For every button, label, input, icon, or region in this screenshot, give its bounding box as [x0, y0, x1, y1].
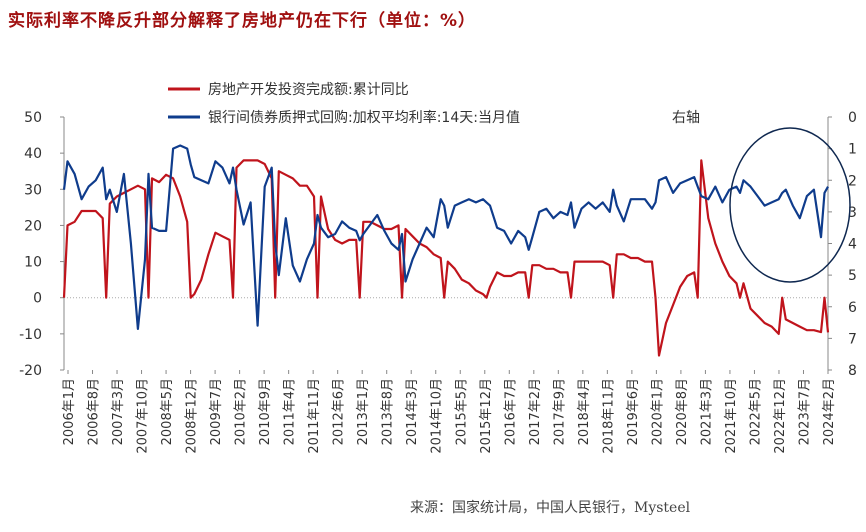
x-tick-label: 2009年7月: [209, 378, 224, 445]
left-tick-label: 0: [33, 291, 42, 307]
left-tick-label: 20: [24, 218, 42, 234]
right-tick-label: 8: [848, 363, 857, 379]
x-tick-label: 2016年7月: [503, 378, 518, 445]
chart-axes: 50 40 30 20 10 0 -10 -20 0 1 2 3 4 5 6 7 8 右轴 2006年1月 2006年…: [19, 110, 857, 454]
x-tick-label: 2007年10月: [136, 378, 151, 454]
x-tick-label: 2006年8月: [87, 378, 102, 445]
left-tick-label: 10: [24, 255, 42, 271]
left-tick-label: -20: [19, 363, 42, 379]
x-tick-label: 2010年9月: [258, 378, 273, 445]
x-tick-label: 2011年11月: [307, 378, 322, 454]
right-tick-label: 6: [848, 300, 857, 316]
x-tick-label: 2023年7月: [797, 378, 812, 445]
source-note: 来源：国家统计局，中国人民银行，Mysteel: [410, 500, 691, 516]
right-tick-label: 1: [848, 142, 857, 158]
x-tick-label: 2011年4月: [283, 378, 298, 445]
x-tick-label: 2014年10月: [430, 378, 445, 454]
x-tick-label: 2017年9月: [552, 378, 567, 445]
x-tick-label: 2008年5月: [160, 378, 175, 445]
x-tick-label: 2019年6月: [626, 378, 641, 445]
x-tick-label: 2007年3月: [111, 378, 126, 445]
x-tick-label: 2008年12月: [185, 378, 200, 454]
right-tick-label: 0: [848, 110, 857, 126]
x-tick-label: 2021年10月: [724, 378, 739, 454]
x-tick-label: 2020年8月: [675, 378, 690, 445]
page-title: 实际利率不降反升部分解释了房地产仍在下行（单位：%）: [8, 11, 477, 31]
x-tick-label: 2021年3月: [699, 378, 714, 445]
right-tick-label: 5: [848, 268, 857, 284]
left-tick-label: 30: [24, 182, 42, 198]
left-tick-label: -10: [19, 327, 42, 343]
series-line-repo-rate: [62, 144, 829, 330]
left-tick-label: 50: [24, 110, 42, 126]
x-tick-label: 2020年1月: [650, 378, 665, 445]
x-tick-label: 2017年2月: [528, 378, 543, 445]
x-tick-label: 2018年4月: [577, 378, 592, 445]
x-tick-label: 2012年6月: [332, 378, 347, 445]
right-axis-label: 右轴: [672, 110, 700, 126]
x-tick-label: 2022年12月: [773, 378, 788, 454]
x-tick-label: 2013年8月: [381, 378, 396, 445]
x-tick-label: 2015年5月: [454, 378, 469, 445]
x-tick-label: 2013年1月: [356, 378, 371, 445]
x-tick-label: 2010年2月: [234, 378, 249, 445]
right-tick-label: 3: [848, 205, 857, 221]
right-tick-label: 4: [848, 237, 857, 253]
highlight-ellipse: [729, 127, 851, 283]
right-tick-label: 7: [848, 331, 857, 347]
chart-plot: [62, 144, 830, 357]
right-tick-label: 2: [848, 173, 857, 189]
x-tick-label: 2024年2月: [822, 378, 837, 445]
x-tick-label: 2015年12月: [479, 378, 494, 454]
legend-label: 房地产开发投资完成额:累计同比: [208, 82, 409, 98]
x-tick-label: 2006年1月: [62, 378, 77, 445]
x-tick-label: 2014年3月: [405, 378, 420, 445]
left-tick-label: 40: [24, 146, 42, 162]
series-line-investment: [62, 159, 830, 357]
legend-label: 银行间债券质押式回购:加权平均利率:14天:当月值: [208, 109, 520, 126]
x-tick-label: 2022年5月: [748, 378, 763, 445]
x-tick-label: 2018年11月: [601, 378, 616, 454]
